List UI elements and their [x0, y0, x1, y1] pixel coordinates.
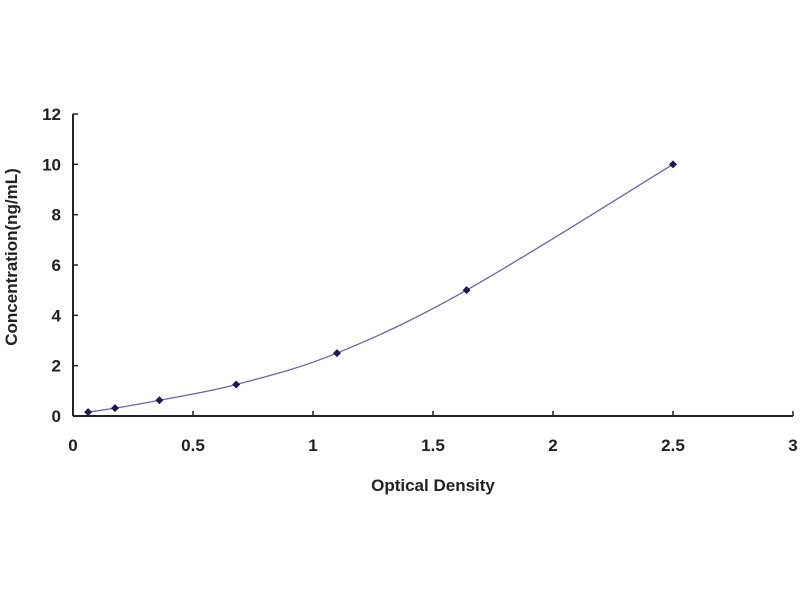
y-tick-label: 2 [52, 357, 61, 376]
data-point [155, 396, 164, 405]
y-tick-label: 4 [52, 306, 62, 325]
y-tick-label: 0 [52, 407, 61, 426]
y-axis-title: Concentration(ng/mL) [2, 168, 21, 346]
x-axis-ticks: 0 0.5 1 1.5 2 2.5 3 [68, 411, 798, 455]
x-tick-label: 0 [68, 436, 77, 455]
data-point [232, 380, 241, 389]
y-tick-label: 8 [52, 206, 61, 225]
x-axis-title: Optical Density [371, 476, 495, 495]
data-point [669, 160, 677, 169]
fit-curve [88, 163, 674, 413]
y-tick-label: 10 [42, 155, 61, 174]
data-point [84, 408, 93, 417]
axes [72, 114, 793, 417]
x-tick-label: 1.5 [421, 436, 445, 455]
y-tick-label: 12 [42, 105, 61, 124]
x-tick-label: 1 [308, 436, 317, 455]
x-tick-label: 3 [788, 436, 797, 455]
y-tick-label: 6 [52, 256, 61, 275]
y-axis-ticks: 0 2 4 6 8 10 12 [42, 105, 78, 426]
data-points [84, 160, 677, 417]
x-tick-label: 2.5 [661, 436, 685, 455]
x-tick-label: 2 [548, 436, 557, 455]
data-point [333, 349, 341, 358]
data-point [111, 404, 119, 413]
x-tick-label: 0.5 [181, 436, 205, 455]
data-point [462, 286, 471, 295]
